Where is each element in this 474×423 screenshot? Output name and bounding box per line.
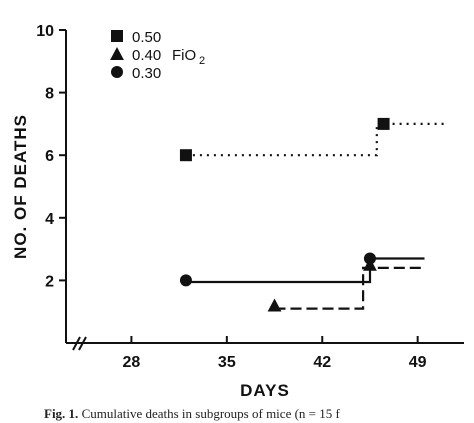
data-point-circle: [179, 274, 192, 287]
x-tick-label: 42: [313, 354, 331, 371]
axis-break-mark: [72, 336, 81, 351]
legend-marker-circle: [111, 66, 123, 78]
y-tick-label: 6: [45, 148, 54, 165]
y-tick-label: 8: [45, 86, 54, 103]
series-line-triangle: [274, 266, 425, 310]
y-tick-label: 10: [36, 23, 54, 40]
legend-marker-triangle: [110, 47, 124, 60]
legend-suffix-subscript: 2: [199, 55, 205, 67]
legend-label: 0.30: [132, 65, 161, 82]
figure-caption: Fig. 1. Cumulative deaths in subgroups o…: [0, 406, 474, 423]
data-point-square: [377, 117, 390, 130]
data-point-circle: [363, 252, 376, 265]
legend-marker-square: [111, 30, 123, 42]
caption-lead: Fig. 1.: [44, 406, 79, 421]
legend-label: 0.50: [132, 29, 161, 46]
data-point-square: [179, 149, 192, 162]
series-line-square: [185, 122, 445, 157]
x-tick-label: 35: [218, 354, 236, 371]
series-layer: [179, 117, 445, 312]
x-tick-label: 28: [123, 354, 141, 371]
series-line-circle: [185, 257, 425, 284]
data-point-triangle: [267, 298, 282, 312]
x-axis-title: DAYS: [240, 381, 290, 400]
legend: 0.500.40 FiO 2 0.30: [110, 29, 205, 82]
legend-suffix: FiO: [172, 47, 196, 64]
y-axis-title: NO. OF DEATHS: [11, 114, 30, 259]
axis-break-mark: [78, 336, 87, 351]
y-tick-label: 4: [45, 211, 54, 228]
y-tick-label: 2: [45, 273, 54, 290]
x-tick-label: 49: [409, 354, 427, 371]
axes: 2 4 6 8 10 28 35 42 49 DAYS NO. OF DEATHS: [11, 23, 464, 400]
legend-label: 0.40: [132, 47, 161, 64]
caption-text: Cumulative deaths in subgroups of mice (…: [78, 406, 340, 421]
